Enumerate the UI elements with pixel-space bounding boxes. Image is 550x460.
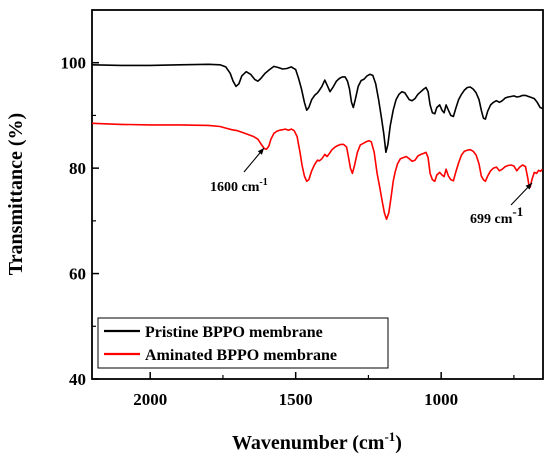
annotation-1600: 1600 cm-1: [210, 147, 268, 195]
annotation-arrowhead-699: [525, 183, 532, 190]
y-tick-label: 40: [69, 370, 86, 389]
y-tick-label: 80: [69, 159, 86, 178]
annotation-699: 699 cm-1: [470, 182, 533, 227]
x-axis-title: Wavenumber (cm-1): [232, 429, 402, 454]
series-line-pristine: [91, 63, 544, 154]
plot-frame: [91, 9, 544, 380]
x-axis: 2000 1500 1000: [133, 372, 515, 409]
annotation-label-699: 699 cm-1: [470, 204, 523, 227]
series-line-aminated: [91, 122, 544, 221]
annotation-arrowhead-1600: [257, 148, 264, 155]
annotation-label-1600: 1600 cm-1: [210, 177, 268, 195]
x-tick-label: 1500: [279, 390, 313, 409]
y-tick-label: 100: [61, 54, 87, 73]
x-tick-label: 2000: [133, 390, 167, 409]
legend-label-pristine: Pristine BPPO membrane: [145, 324, 323, 341]
y-axis: 40 60 80 100: [61, 54, 99, 389]
series-lines: [91, 63, 544, 221]
legend-label-aminated: Aminated BPPO membrane: [145, 347, 337, 364]
legend-box: [97, 317, 389, 369]
y-axis-title: Transmittance (%): [5, 113, 27, 275]
y-tick-label: 60: [69, 265, 86, 284]
x-tick-label: 1000: [424, 390, 458, 409]
legend: Pristine BPPO membrane Aminated BPPO mem…: [97, 317, 389, 369]
